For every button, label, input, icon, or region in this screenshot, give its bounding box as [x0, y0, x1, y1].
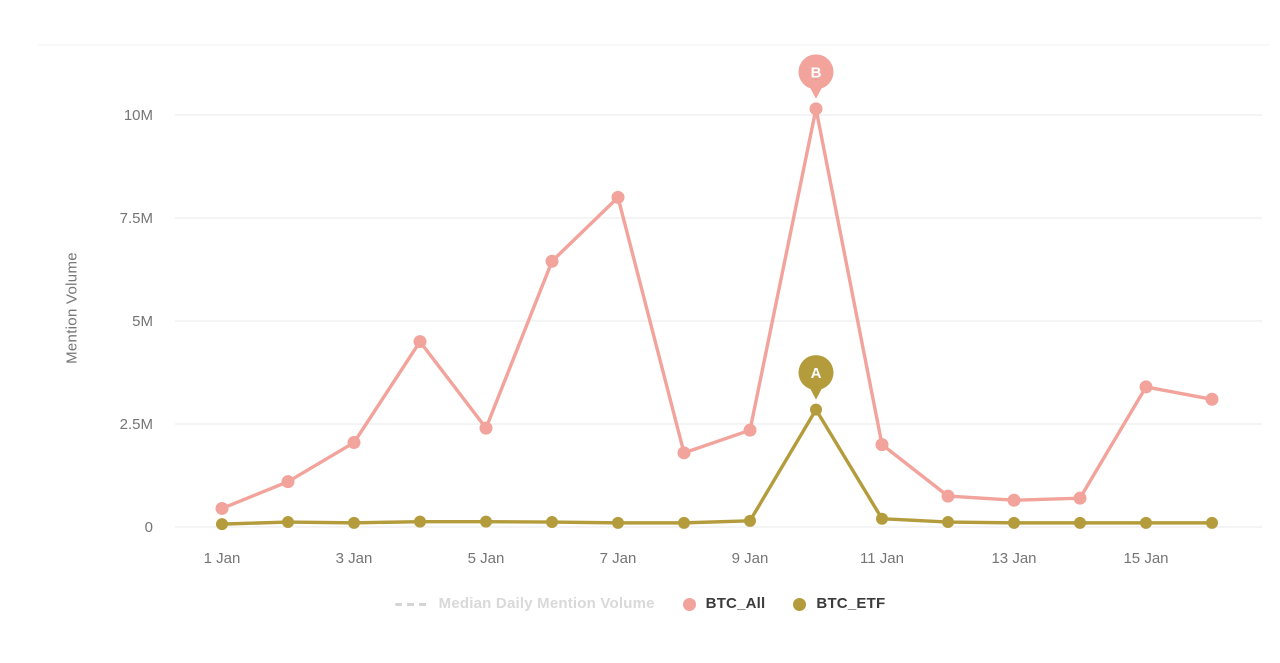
legend-label: Median Daily Mention Volume: [438, 595, 655, 612]
series-line-btc_all: [220, 107, 1214, 511]
x-tick-label: 15 Jan: [1123, 550, 1168, 567]
data-point-btc_all-day14[interactable]: [1073, 491, 1087, 505]
data-point-btc_all-day6[interactable]: [545, 254, 559, 268]
x-tick-label: 13 Jan: [991, 550, 1036, 567]
x-tick-label: 3 Jan: [336, 550, 373, 567]
data-point-btc_etf-day8[interactable]: [678, 516, 690, 529]
series-line-btc_etf: [220, 407, 1214, 526]
data-point-btc_all-day13[interactable]: [1007, 493, 1021, 507]
data-point-btc_all-day1[interactable]: [215, 501, 229, 515]
data-point-btc_all-day16[interactable]: [1205, 392, 1219, 406]
legend-label: BTC_All: [705, 595, 766, 612]
data-point-btc_etf-day10[interactable]: [810, 403, 822, 416]
series-dot-icon: [793, 597, 807, 611]
data-point-btc_etf-day14[interactable]: [1074, 516, 1086, 529]
pin-bubble: [798, 54, 834, 90]
legend-item-btc-all[interactable]: BTC_All: [682, 595, 766, 613]
data-point-btc_etf-day1[interactable]: [216, 518, 228, 531]
data-point-btc_all-day9[interactable]: [743, 423, 757, 437]
data-point-btc_etf-day13[interactable]: [1008, 516, 1020, 529]
data-point-btc_all-day4[interactable]: [413, 335, 427, 349]
data-point-btc_etf-day5[interactable]: [480, 515, 492, 528]
data-point-btc_etf-day11[interactable]: [876, 512, 888, 525]
data-point-btc_all-day12[interactable]: [941, 489, 955, 503]
y-tick-label: 7.5M: [120, 210, 153, 227]
data-point-btc_all-day15[interactable]: [1139, 380, 1153, 394]
dashed-line-icon: [394, 602, 429, 606]
data-point-btc_etf-day3[interactable]: [348, 516, 360, 529]
legend-label: BTC_ETF: [816, 595, 886, 612]
data-point-btc_all-day8[interactable]: [677, 446, 691, 460]
annotation-pin-a[interactable]: A: [798, 355, 834, 400]
legend-item-btc-etf[interactable]: BTC_ETF: [793, 595, 885, 613]
data-point-btc_etf-day9[interactable]: [744, 514, 756, 527]
y-tick-label: 10M: [124, 107, 153, 124]
y-tick-label: 5M: [132, 313, 153, 330]
data-point-btc_etf-day4[interactable]: [414, 515, 426, 528]
y-tick-label: 0: [145, 519, 153, 536]
data-point-btc_all-day7[interactable]: [611, 190, 625, 204]
data-point-btc_all-day5[interactable]: [479, 421, 493, 435]
legend: Median Daily Mention Volume BTC_All BTC_…: [0, 595, 1280, 613]
data-point-btc_all-day2[interactable]: [281, 475, 295, 489]
x-tick-label: 1 Jan: [204, 550, 241, 567]
data-point-btc_etf-day16[interactable]: [1206, 516, 1218, 529]
pin-bubble: [798, 355, 834, 391]
pin-label: A: [811, 365, 822, 382]
y-tick-label: 2.5M: [120, 416, 153, 433]
legend-item-median-daily-mention-volume[interactable]: Median Daily Mention Volume: [394, 595, 655, 613]
x-tick-label: 5 Jan: [468, 550, 505, 567]
x-tick-label: 7 Jan: [600, 550, 637, 567]
data-point-btc_etf-day7[interactable]: [612, 516, 624, 529]
data-point-btc_etf-day2[interactable]: [282, 516, 294, 529]
data-point-btc_all-day3[interactable]: [347, 436, 361, 450]
data-point-btc_all-day10[interactable]: [809, 102, 823, 116]
data-point-btc_etf-day6[interactable]: [546, 516, 558, 529]
x-tick-label: 11 Jan: [860, 550, 904, 567]
data-point-btc_etf-day15[interactable]: [1140, 516, 1152, 529]
pin-label: B: [811, 64, 822, 81]
data-point-btc_etf-day12[interactable]: [942, 516, 954, 529]
annotation-pin-b[interactable]: B: [798, 54, 834, 99]
series-dot-icon: [682, 597, 696, 611]
x-tick-label: 9 Jan: [732, 550, 769, 567]
data-point-btc_all-day11[interactable]: [875, 438, 889, 452]
